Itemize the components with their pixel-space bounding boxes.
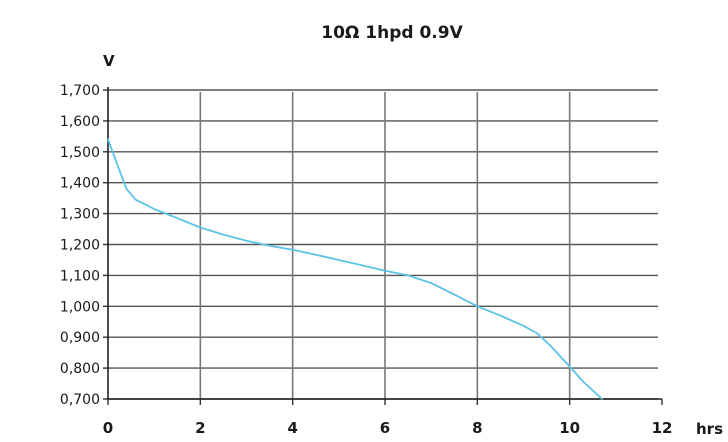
x-tick-label: 6 [380, 419, 390, 437]
y-tick-label: 1,500 [60, 145, 100, 161]
series-lines [107, 138, 603, 400]
y-tick-label: 1,300 [60, 207, 100, 223]
x-tick-label: 8 [472, 419, 482, 437]
y-axis-label: V [103, 52, 115, 70]
x-tick-label: 2 [195, 419, 205, 437]
y-tick-label: 1,400 [60, 176, 100, 192]
x-tick-label: 0 [103, 419, 113, 437]
y-tick-label: 0,700 [60, 392, 100, 408]
y-tick-label: 1,100 [60, 268, 100, 284]
x-tick-label: 12 [652, 419, 673, 437]
y-tick-label: 1,000 [60, 299, 100, 315]
x-tick-label: 4 [287, 419, 297, 437]
y-tick-label: 1,200 [60, 238, 100, 254]
x-axis-label: hrs [696, 420, 723, 438]
chart-title: 10Ω 1hpd 0.9V [321, 23, 463, 43]
y-tick-label: 0,800 [60, 361, 100, 377]
y-tick-label: 1,600 [60, 114, 100, 130]
tick-labels: 0,700 0,800 0,900 1,000 1,100 1,200 1,300 1,400… [60, 83, 673, 437]
x-tick-label: 10 [559, 419, 580, 437]
y-tick-label: 1,700 [60, 83, 100, 99]
axes [103, 87, 663, 405]
grid-lines [108, 89, 658, 400]
series-line [107, 138, 603, 400]
y-tick-label: 0,900 [60, 330, 100, 346]
